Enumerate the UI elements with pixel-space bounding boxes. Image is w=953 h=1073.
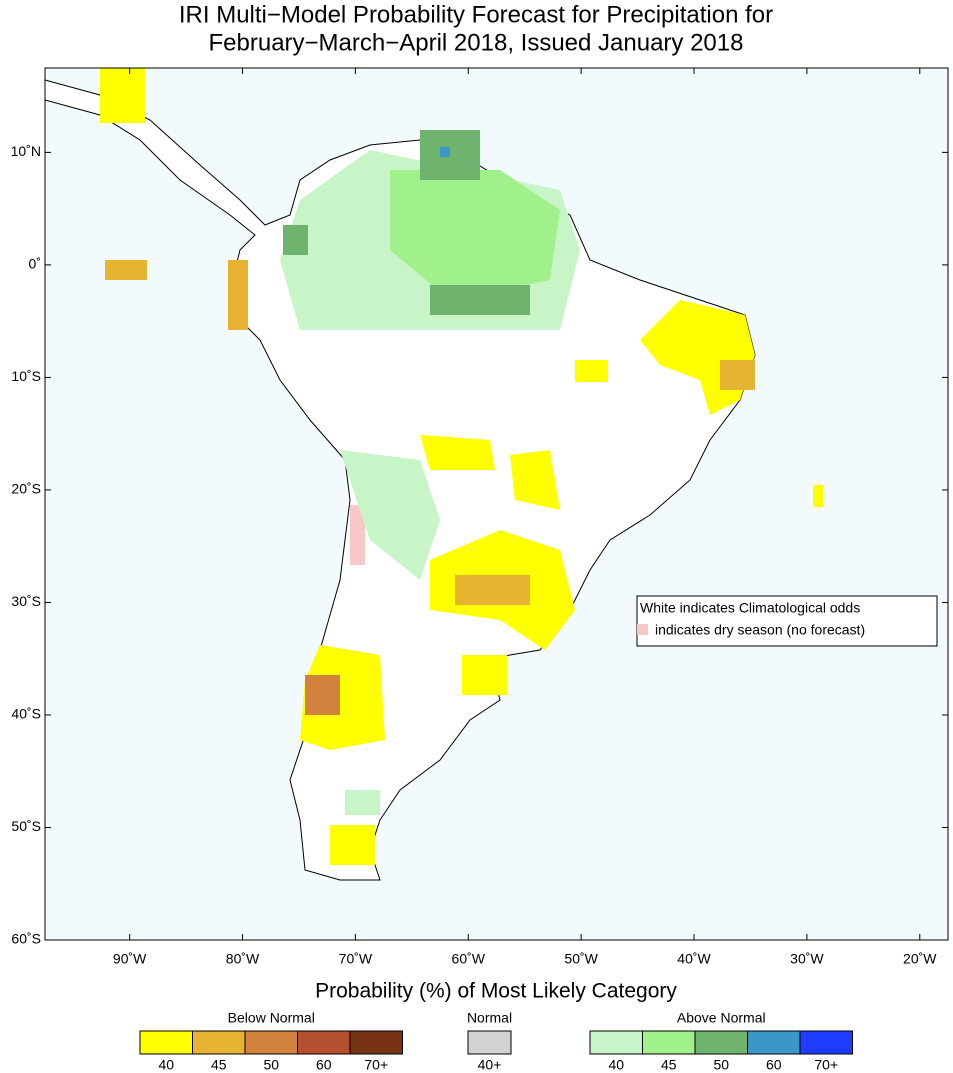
- y-tick-label: 40˚S: [11, 706, 41, 722]
- legend-swatch: [589, 1030, 643, 1055]
- legend-group-name: Below Normal: [228, 1010, 315, 1026]
- x-tick-label: 90˚W: [113, 951, 147, 967]
- legend-title: Probability (%) of Most Likely Category: [315, 980, 677, 1003]
- legend-group-name: Normal: [467, 1010, 512, 1026]
- dry-season-swatch: [637, 624, 648, 635]
- legend-label: 50: [263, 1057, 279, 1073]
- y-tick-label: 10˚N: [11, 143, 41, 159]
- y-tick-label: 60˚S: [11, 931, 41, 947]
- y-tick-label: 20˚S: [11, 481, 41, 497]
- legend-swatch: [747, 1030, 801, 1055]
- x-tick-label: 40˚W: [677, 951, 711, 967]
- legend-swatch: [244, 1030, 298, 1055]
- map: White indicates Climatological odds indi…: [44, 67, 949, 941]
- legend-swatch: [139, 1030, 193, 1055]
- title-line: IRI Multi−Model Probability Forecast for…: [179, 1, 773, 28]
- note-box: [636, 595, 938, 647]
- legend-label: 40+: [478, 1057, 502, 1073]
- x-tick-label: 70˚W: [339, 951, 373, 967]
- legend-swatch: [799, 1030, 853, 1055]
- title-line: February−March−April 2018, Issued Januar…: [209, 29, 744, 56]
- x-tick-label: 50˚W: [564, 951, 598, 967]
- legend-swatch: [349, 1030, 403, 1055]
- forecast-cells: [100, 68, 823, 865]
- legend-swatch: [694, 1030, 748, 1055]
- legend-label: 45: [211, 1057, 227, 1073]
- legend-label: 60: [316, 1057, 332, 1073]
- legend-label: 50: [713, 1057, 729, 1073]
- legend-label: 70+: [364, 1057, 388, 1073]
- legend-group-name: Above Normal: [677, 1010, 766, 1026]
- y-tick-label: 50˚S: [11, 818, 41, 834]
- legend-label: 70+: [814, 1057, 838, 1073]
- note-line: indicates dry season (no forecast): [655, 622, 865, 638]
- y-tick-label: 0˚: [29, 256, 41, 272]
- y-tick-label: 10˚S: [11, 368, 41, 384]
- map-frame: [44, 67, 949, 941]
- note-line: White indicates Climatological odds: [640, 600, 860, 616]
- x-tick-label: 80˚W: [226, 951, 260, 967]
- legend-swatch: [192, 1030, 246, 1055]
- legend-label: 40: [608, 1057, 624, 1073]
- legend-swatch: [467, 1030, 512, 1055]
- x-tick-label: 60˚W: [452, 951, 486, 967]
- legend-swatch: [642, 1030, 696, 1055]
- legend-swatch: [297, 1030, 351, 1055]
- legend-label: 40: [158, 1057, 174, 1073]
- x-tick-label: 20˚W: [903, 951, 937, 967]
- y-tick-label: 30˚S: [11, 593, 41, 609]
- x-tick-label: 30˚W: [790, 951, 824, 967]
- legend-label: 60: [766, 1057, 782, 1073]
- legend-label: 45: [661, 1057, 677, 1073]
